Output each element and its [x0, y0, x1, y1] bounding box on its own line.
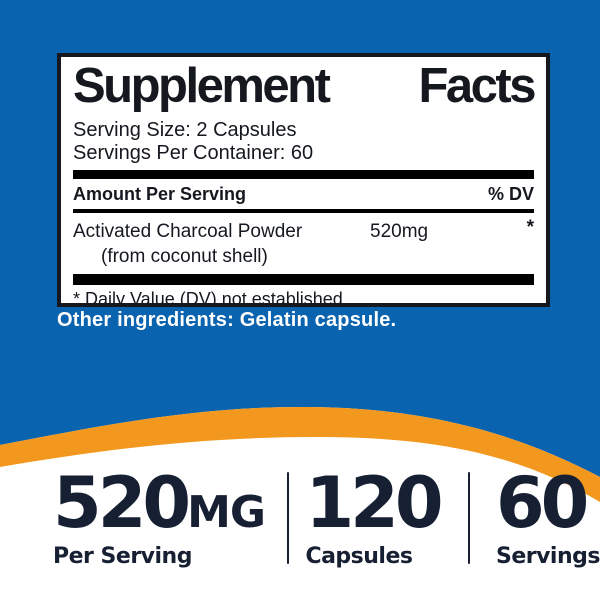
stat-servings-value: 60: [495, 462, 589, 544]
column-header-row: Amount Per Serving % DV: [73, 179, 534, 209]
divider-bar-thick-bottom: [73, 274, 534, 285]
serving-info: Serving Size: 2 Capsules Servings Per Co…: [73, 119, 534, 165]
panel-title-word-2: Facts: [418, 59, 536, 113]
panel-title-word-1: Supplement: [73, 59, 331, 113]
stat-capsules: 120 Capsules: [305, 468, 443, 569]
stat-per-serving-value: 520: [53, 462, 191, 544]
dv-footnote: * Daily Value (DV) not established.: [73, 289, 348, 307]
stat-per-serving-label: Per Serving: [53, 544, 192, 569]
stats-row: 520MG Per Serving 120 Capsules 60 Servin…: [0, 468, 600, 569]
ingredient-row: Activated Charcoal Powder 520mg * (from …: [73, 213, 534, 269]
stat-per-serving-number: 520MG: [53, 468, 266, 538]
stat-servings-number: 60: [496, 468, 600, 538]
stat-capsules-number: 120: [305, 468, 443, 538]
ingredient-amount: 520mg: [370, 221, 429, 242]
stat-divider-1: [287, 472, 290, 564]
stat-per-serving: 520MG Per Serving: [53, 468, 266, 569]
ingredient-dv-asterisk: *: [526, 217, 534, 238]
stat-per-serving-unit: MG: [187, 487, 266, 538]
dv-header: % DV: [487, 184, 534, 204]
stat-servings: 60 Servings: [496, 468, 600, 569]
stat-capsules-value: 120: [305, 462, 443, 544]
stat-servings-label: Servings: [495, 544, 600, 569]
servings-per-container-line: Servings Per Container: 60: [73, 142, 314, 164]
amount-per-serving-header: Amount Per Serving: [73, 184, 247, 204]
divider-bar-thin: [73, 209, 534, 213]
supplement-facts-panel: Supplement Facts Serving Size: 2 Capsule…: [57, 53, 550, 307]
serving-size-line: Serving Size: 2 Capsules: [73, 119, 297, 141]
other-ingredients-line: Other ingredients: Gelatin capsule.: [57, 309, 397, 331]
stat-divider-2: [467, 472, 470, 564]
ingredient-name: Activated Charcoal Powder: [73, 221, 303, 242]
panel-title: Supplement Facts: [73, 59, 536, 113]
ingredient-detail: (from coconut shell): [101, 246, 268, 267]
divider-bar-thick: [73, 170, 534, 179]
stat-capsules-label: Capsules: [305, 544, 413, 569]
orange-swoosh-shape: [0, 406, 600, 502]
